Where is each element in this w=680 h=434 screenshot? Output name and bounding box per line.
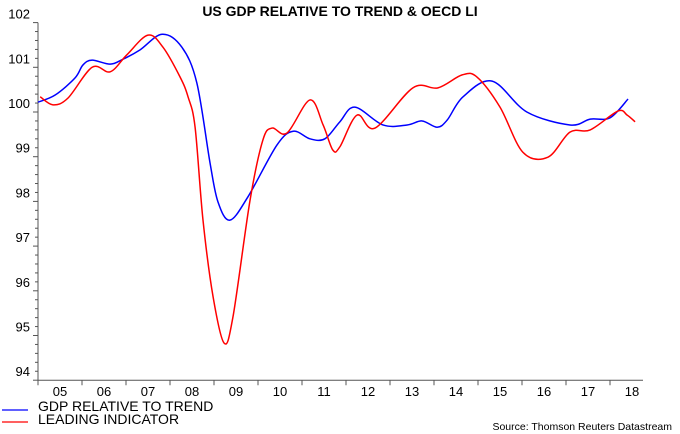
x-tick-label: 11 — [317, 384, 331, 399]
legend-label-leading: LEADING INDICATOR — [38, 411, 179, 427]
x-tick-label: 08 — [185, 384, 199, 399]
y-tick-label: 98 — [16, 185, 30, 200]
x-tick-label: 10 — [273, 384, 287, 399]
y-tick-label: 100 — [8, 96, 30, 111]
y-tick-label: 95 — [16, 320, 30, 335]
series-line-gdp-relative-to-trend — [37, 33, 629, 221]
legend: GDP RELATIVE TO TREND LEADING INDICATOR — [2, 398, 213, 427]
x-tick-label: 09 — [229, 384, 243, 399]
x-tick-label: 05 — [53, 384, 67, 399]
series-group — [37, 33, 636, 345]
y-tick-label: 97 — [16, 230, 30, 245]
x-tick-label: 17 — [581, 384, 595, 399]
y-tick-label: 102 — [8, 7, 30, 22]
axes: 94 95 96 97 98 99 100 101 102 05 06 07 08 09 10 11 12 13 1… — [8, 7, 643, 399]
chart-title: US GDP RELATIVE TO TREND & OECD LI — [202, 3, 477, 19]
source-note: Source: Thomson Reuters Datastream — [492, 421, 672, 433]
y-tick-label: 94 — [16, 364, 30, 379]
y-tick-label: 101 — [8, 51, 30, 66]
x-tick-label: 12 — [361, 384, 375, 399]
y-tick-label: 96 — [16, 275, 30, 290]
series-line-leading-indicator — [39, 34, 636, 345]
x-tick-label: 16 — [537, 384, 551, 399]
x-tick-label: 06 — [97, 384, 111, 399]
legend-label-gdp: GDP RELATIVE TO TREND — [38, 398, 213, 414]
x-tick-label: 13 — [405, 384, 419, 399]
x-tick-label: 18 — [625, 384, 639, 399]
x-tick-label: 15 — [493, 384, 507, 399]
x-tick-label: 14 — [449, 384, 463, 399]
y-tick-label: 99 — [16, 141, 30, 156]
x-tick-label: 07 — [141, 384, 155, 399]
